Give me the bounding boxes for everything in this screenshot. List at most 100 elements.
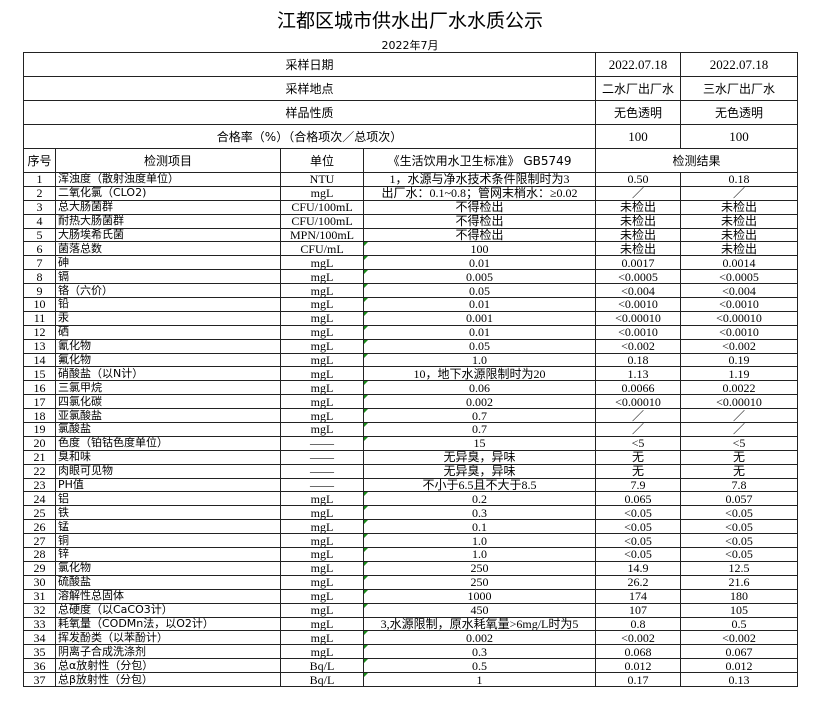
row-no: 13: [23, 338, 56, 354]
standard: 0.7: [362, 422, 597, 437]
item-name: 氟化物: [55, 352, 281, 368]
result-plant-2: 0.0066: [595, 380, 682, 396]
result-plant-3: <0.002: [680, 338, 799, 354]
result-plant-2: <0.0010: [595, 297, 682, 312]
item-name: 大肠埃希氏菌: [55, 227, 281, 243]
cell-flag-icon: [364, 548, 368, 553]
cell-flag-icon: [364, 659, 368, 664]
item-name: 菌落总数: [55, 241, 281, 257]
meta-value: 无色透明: [595, 100, 682, 125]
unit: CFU/mL: [280, 241, 364, 257]
result-plant-2: 0.50: [595, 172, 682, 187]
unit: mgL: [280, 408, 364, 424]
item-name: 阴离子合成洗涤剂: [55, 644, 281, 660]
cell-flag-icon: [364, 381, 368, 386]
standard: 1000: [362, 588, 597, 604]
table-row: 5 大肠埃希氏菌 MPN/100mL 不得检出 未检出 未检出: [23, 227, 799, 243]
item-name: 氰化物: [55, 338, 281, 354]
standard: 0.2: [362, 491, 597, 507]
standard: 0.001: [362, 310, 597, 326]
standard: 0.3: [362, 644, 597, 660]
item-name: 铅: [55, 297, 281, 312]
cell-flag-icon: [364, 506, 368, 511]
report-month: 2022年7月: [381, 39, 439, 52]
table-row: 32 总硬度（以CaCO3计） mgL 450 107 105: [23, 602, 799, 618]
result-plant-3: ／: [680, 422, 799, 437]
result-plant-3: <0.004: [680, 283, 799, 299]
table-row: 33 耗氧量（CODMn法，以O2计） mgL 3,水源限制，原水耗氧量>6mg/L时…: [23, 616, 799, 632]
meta-row-sampling-date: 采样日期 2022.07.18 2022.07.18: [22, 52, 799, 77]
result-plant-3: ／: [680, 408, 799, 424]
cell-flag-icon: [364, 423, 368, 428]
standard: 100: [362, 241, 597, 257]
row-no: 32: [23, 602, 56, 618]
standard: 出厂水：0.1~0.8；管网末梢水：≥0.02: [362, 185, 597, 201]
header-standard: 《生活饮用水卫生标准》 GB5749: [362, 148, 597, 173]
result-plant-3: 0.0014: [680, 255, 799, 271]
result-plant-3: 0.067: [680, 644, 799, 660]
row-no: 30: [23, 574, 56, 590]
result-plant-2: 0.068: [595, 644, 682, 660]
row-no: 31: [23, 588, 56, 604]
item-name: 耐热大肠菌群: [55, 213, 281, 229]
page-title: 江都区城市供水出厂水水质公示: [276, 10, 543, 32]
result-plant-2: <0.00010: [595, 394, 682, 410]
item-name: 锰: [55, 519, 281, 535]
unit: mgL: [280, 491, 364, 507]
table-row: 24 铝 mgL 0.2 0.065 0.057: [23, 491, 799, 507]
result-plant-3: 0.18: [680, 172, 799, 187]
row-no: 35: [23, 644, 56, 660]
unit: CFU/100mL: [280, 213, 364, 229]
standard: 0.06: [362, 380, 597, 396]
table-row: 34 挥发酚类（以苯酚计） mgL 0.002 <0.002 <0.002: [23, 630, 799, 646]
row-no: 21: [23, 449, 56, 465]
result-plant-2: 0.0017: [595, 255, 682, 271]
item-name: 三氯甲烷: [55, 380, 281, 396]
table-row: 15 硝酸盐（以N计） mgL 10，地下水源限制时为20 1.13 1.19: [23, 366, 799, 382]
item-name: 镉: [55, 269, 281, 285]
item-name: 氯化物: [55, 560, 281, 576]
header-item: 检测项目: [55, 148, 281, 173]
unit: mgL: [280, 602, 364, 618]
result-plant-2: 未检出: [595, 199, 682, 215]
meta-value: 100: [595, 124, 682, 149]
result-plant-2: <0.002: [595, 338, 682, 354]
standard: 0.002: [362, 394, 597, 410]
result-plant-3: <0.0005: [680, 269, 799, 285]
unit: ——: [280, 463, 364, 479]
table-row: 27 铜 mgL 1.0 <0.05 <0.05: [23, 533, 799, 549]
item-name: 汞: [55, 310, 281, 326]
result-plant-3: <0.05: [680, 505, 799, 521]
cell-flag-icon: [364, 242, 368, 247]
header-unit: 单位: [280, 148, 364, 173]
result-plant-3: <0.0010: [680, 297, 799, 312]
row-no: 18: [23, 408, 56, 424]
result-plant-3: <0.002: [680, 630, 799, 646]
result-plant-3: <0.00010: [680, 310, 799, 326]
row-no: 4: [23, 213, 56, 229]
standard: 0.1: [362, 519, 597, 535]
table-row: 16 三氯甲烷 mgL 0.06 0.0066 0.0022: [23, 380, 799, 396]
item-name: 硒: [55, 324, 281, 340]
unit: mgL: [280, 269, 364, 285]
cell-flag-icon: [364, 645, 368, 650]
cell-flag-icon: [364, 256, 368, 261]
table-row: 31 溶解性总固体 mgL 1000 174 180: [23, 588, 799, 604]
unit: mgL: [280, 283, 364, 299]
result-plant-3: <0.05: [680, 547, 799, 562]
row-no: 8: [23, 269, 56, 285]
standard: 0.05: [362, 338, 597, 354]
meta-label: 样品性质: [22, 100, 597, 125]
unit: ——: [280, 449, 364, 465]
standard: 0.7: [362, 408, 597, 424]
result-plant-2: <0.004: [595, 283, 682, 299]
result-plant-3: 无: [680, 463, 799, 479]
result-plant-3: 0.19: [680, 352, 799, 368]
item-name: 臭和味: [55, 449, 281, 465]
item-name: 总大肠菌群: [55, 199, 281, 215]
unit: mgL: [280, 547, 364, 562]
standard: 450: [362, 602, 597, 618]
meta-value: 无色透明: [680, 100, 799, 125]
standard: 1.0: [362, 352, 597, 368]
unit: mgL: [280, 338, 364, 354]
